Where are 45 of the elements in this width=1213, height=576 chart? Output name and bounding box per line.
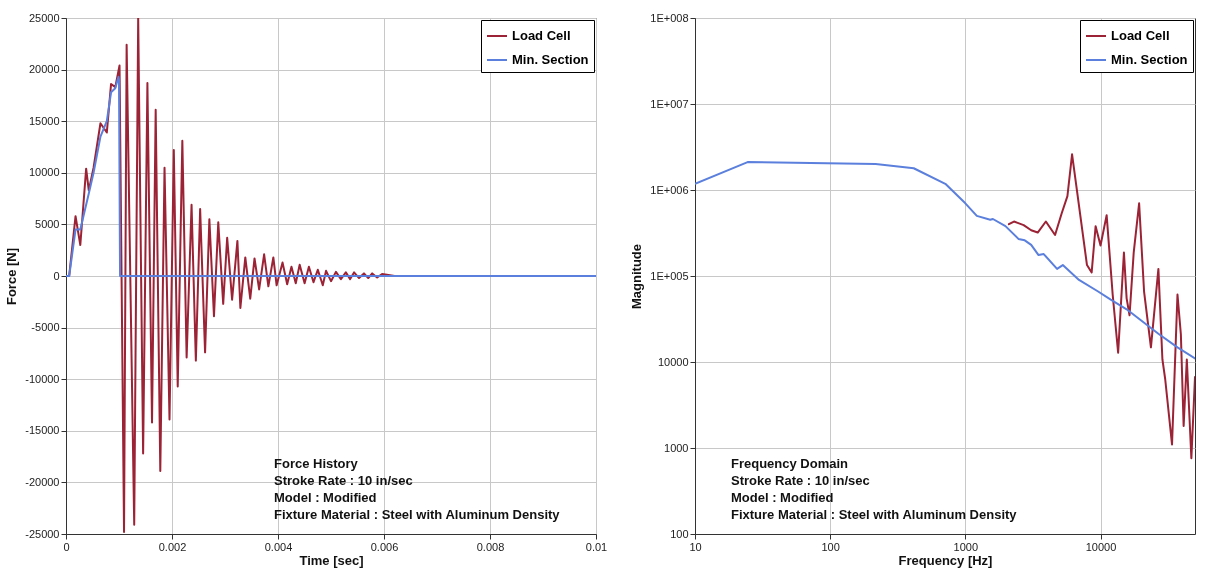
y-tick-label: 15000 <box>28 114 60 127</box>
annotation: Fixture Material : Steel with Aluminum Density <box>274 507 561 522</box>
y-tick-label: 100 <box>670 527 689 540</box>
y-tick-label: 1E+007 <box>650 97 689 110</box>
annotation: Stroke Rate : 10 in/sec <box>731 473 870 488</box>
y-axis-title: Magnitude <box>629 244 645 309</box>
legend-label: Min. Section <box>512 52 589 67</box>
x-tick-label: 0.006 <box>370 540 399 553</box>
x-tick-label: 0 <box>63 540 70 553</box>
legend-label: Min. Section <box>1111 52 1188 67</box>
y-tick-label: 10000 <box>657 355 689 368</box>
x-tick-label: 0.01 <box>585 540 608 553</box>
line-series <box>66 75 596 277</box>
y-tick-label: -5000 <box>31 321 60 334</box>
x-tick-label: 0.008 <box>476 540 505 553</box>
annotation: Fixture Material : Steel with Aluminum Density <box>731 507 1018 522</box>
y-tick-label: 10000 <box>28 166 60 179</box>
x-tick-label: 0.004 <box>264 540 293 553</box>
annotation: Model : Modified <box>274 490 377 505</box>
x-tick-label: 1000 <box>953 540 979 553</box>
x-tick-label: 10000 <box>1085 540 1117 553</box>
y-tick-label: 1E+008 <box>650 11 689 24</box>
legend-label: Load Cell <box>512 28 571 43</box>
y-tick-label: -20000 <box>25 475 60 488</box>
y-tick-label: 20000 <box>28 63 60 76</box>
y-tick-label: 25000 <box>28 11 60 24</box>
annotation: Model : Modified <box>731 490 834 505</box>
x-axis-title: Time [sec] <box>299 552 364 568</box>
legend-label: Load Cell <box>1111 28 1170 43</box>
x-axis-title: Frequency [Hz] <box>898 552 993 568</box>
y-tick-label: 1E+005 <box>650 269 689 282</box>
y-tick-label: -25000 <box>25 527 60 540</box>
x-tick-label: 0.002 <box>158 540 187 553</box>
y-tick-label: 1E+006 <box>650 183 689 196</box>
y-axis-title: Force [N] <box>4 247 20 306</box>
y-tick-label: 5000 <box>35 217 60 230</box>
y-tick-label: 0 <box>53 269 60 282</box>
annotation: Stroke Rate : 10 in/sec <box>274 473 413 488</box>
x-tick-label: 100 <box>821 540 840 553</box>
y-tick-label: -10000 <box>25 372 60 385</box>
annotation: Force History <box>274 456 359 471</box>
annotation: Frequency Domain <box>731 456 849 471</box>
y-tick-label: 1000 <box>664 441 689 454</box>
x-tick-label: 10 <box>689 540 702 553</box>
y-tick-label: -15000 <box>25 424 60 437</box>
